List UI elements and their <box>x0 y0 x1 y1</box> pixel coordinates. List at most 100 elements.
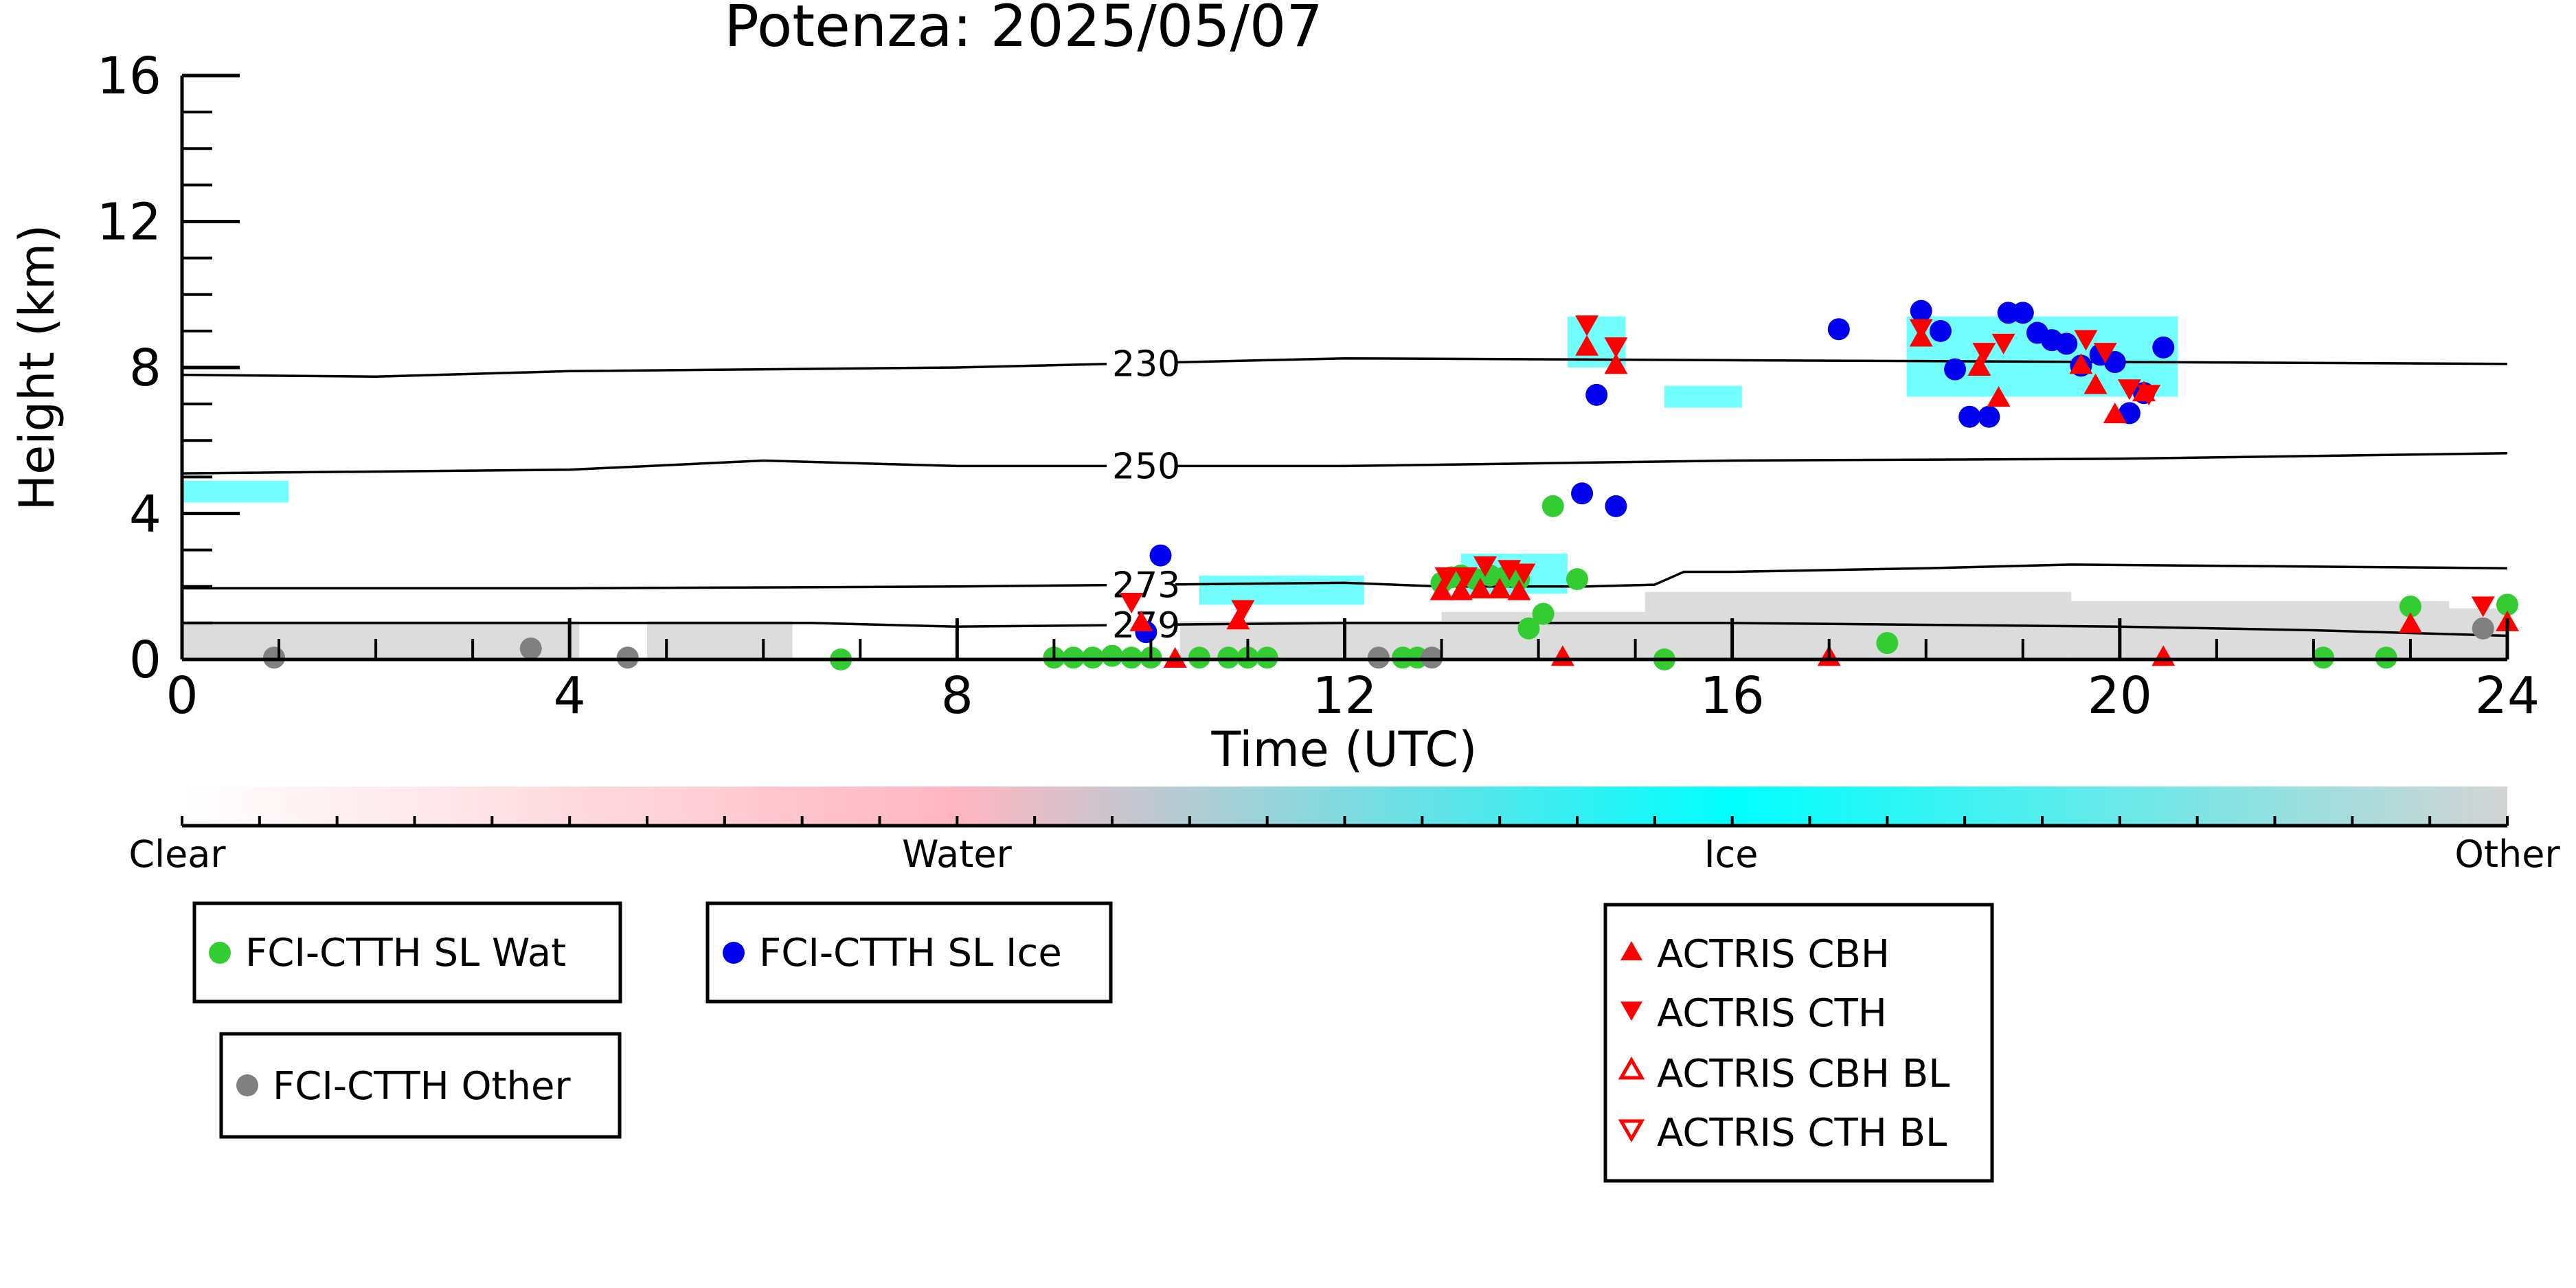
fci-ctth-other-point-5 <box>2472 617 2494 640</box>
actris-cth-point-3 <box>1454 567 1478 588</box>
fci-ctth-sl-ice-point-10 <box>1978 405 2000 428</box>
actris-cth-point-10 <box>1972 343 1996 364</box>
fci-ctth-sl-wat-point-20 <box>1517 617 1540 640</box>
actris-cth-point-6 <box>1512 563 1536 585</box>
actris-cth-point-0 <box>1120 593 1144 613</box>
legend-other-frame <box>219 1032 622 1139</box>
actris-cbh-point-10 <box>1604 353 1628 374</box>
fci-ctth-sl-wat-point-28 <box>2399 595 2421 618</box>
fci-ctth-sl-wat-point-27 <box>2375 646 2397 669</box>
fci-ctth-sl-wat-point-23 <box>1566 568 1588 591</box>
actris-cth-point-7 <box>1575 315 1599 337</box>
legend-ice-marker <box>723 942 745 964</box>
fci-ctth-sl-ice-point-15 <box>2055 332 2078 355</box>
legend-actris-cth-bl-label: ACTRIS CTH BL <box>1657 1111 1947 1155</box>
actris-cth-point-15 <box>2137 385 2161 406</box>
colorbar: Clear Water Ice Other <box>128 787 2560 876</box>
x-tick-label-16: 16 <box>1700 666 1765 725</box>
actris-cth-point-4 <box>1473 556 1498 577</box>
fci-ctth-sl-ice-point-18 <box>2103 351 2126 374</box>
fci-ctth-sl-wat-point-7 <box>1188 646 1210 669</box>
x-tick-label-4: 4 <box>554 666 586 725</box>
legend-actris-cbh-marker <box>1620 941 1642 960</box>
actris-cth-point-16 <box>2471 596 2495 618</box>
cloud-field-block-1 <box>647 621 793 659</box>
ice-patch-2 <box>1664 385 1742 408</box>
actris-cbh-point-5 <box>1468 578 1492 599</box>
actris-cbh-point-17 <box>2103 403 2127 424</box>
y-tick-label-12: 12 <box>97 193 161 252</box>
colorbar-label-ice: Ice <box>1704 833 1759 876</box>
legend-other: FCI-CTTH Other <box>219 1032 622 1139</box>
legend-actris-cbh-bl-marker <box>1618 1056 1645 1080</box>
fci-ctth-sl-ice-point-21 <box>2152 336 2175 359</box>
ice-patch-4 <box>1199 575 1364 605</box>
contour-label-230: 230 <box>1112 344 1180 385</box>
contour-line-273 <box>182 563 2507 590</box>
legend-wat-label: FCI-CTTH SL Wat <box>245 931 566 975</box>
contour-line-250 <box>182 452 2507 475</box>
legend-actris-cth-label: ACTRIS CTH <box>1657 991 1887 1036</box>
fci-ctth-sl-ice-point-2 <box>1571 482 1594 505</box>
contour-label-bg-230 <box>1107 344 1175 382</box>
fci-ctth-sl-ice-point-4 <box>1605 495 1627 517</box>
actris-cbh-point-2 <box>1226 609 1250 630</box>
fci-ctth-sl-ice-point-9 <box>1958 405 1981 428</box>
legend-actris-cbh-label: ACTRIS CBH <box>1657 932 1890 977</box>
y-tick-label-0: 0 <box>129 631 161 690</box>
fci-ctth-sl-wat-point-2 <box>1062 646 1085 669</box>
cloud-field-block-0 <box>182 621 580 659</box>
ice-patch-0 <box>182 480 289 503</box>
legend-actris-cth-bl-marker <box>1618 1119 1645 1143</box>
legend-other-marker <box>236 1074 258 1096</box>
actris-cth-point-8 <box>1604 337 1628 359</box>
x-axis-label: Time (UTC) <box>1211 721 1478 778</box>
contour-line-279 <box>182 622 2507 637</box>
colorbar-ticks <box>181 816 2509 826</box>
contour-label-273: 273 <box>1112 565 1180 607</box>
fci-ctth-sl-wat-point-8 <box>1217 646 1240 669</box>
legend-ice-label: FCI-CTTH SL Ice <box>759 931 1062 975</box>
fci-ctth-sl-wat-point-3 <box>1081 646 1104 669</box>
x-tick-label-12: 12 <box>1312 666 1377 725</box>
fci-ctth-sl-ice-point-1 <box>1149 544 1172 567</box>
actris-cth-point-11 <box>1991 333 2015 354</box>
fci-ctth-other-point-0 <box>262 646 285 669</box>
actris-cbh-point-15 <box>2069 353 2093 374</box>
actris-cbh-point-20 <box>2398 612 2422 633</box>
actris-cbh-point-0 <box>1129 610 1153 631</box>
actris-cbh-point-1 <box>1163 647 1187 668</box>
fci-ctth-sl-wat-point-22 <box>1541 495 1564 517</box>
fci-ctth-sl-ice-point-12 <box>2011 302 2034 324</box>
legend-ice-frame <box>705 901 1113 1004</box>
fci-ctth-sl-ice-point-5 <box>1827 318 1850 341</box>
actris-cbh-point-4 <box>1449 579 1473 600</box>
fci-ctth-sl-wat-point-21 <box>1532 602 1555 625</box>
fci-ctth-sl-ice-point-6 <box>1910 300 1932 322</box>
axes: 0 4 8 12 16 0 4 8 12 16 20 24 <box>97 47 2540 725</box>
actris-cbh-point-6 <box>1488 578 1512 599</box>
fci-ctth-sl-ice-point-7 <box>1929 319 1952 342</box>
legend-actris-cth-marker <box>1620 1002 1642 1021</box>
fci-ctth-sl-wat-point-26 <box>2312 646 2335 669</box>
colorbar-label-clear: Clear <box>128 833 226 876</box>
legend-actris-frame <box>1603 903 1994 1183</box>
actris-cbh-point-7 <box>1507 579 1531 600</box>
x-tick-label-20: 20 <box>2088 666 2152 725</box>
fci-ctth-sl-wat-point-4 <box>1101 644 1123 667</box>
actris-cth-point-13 <box>2093 343 2117 364</box>
fci-ctth-sl-ice-point-3 <box>1585 383 1608 406</box>
actris-cbh-point-9 <box>1575 335 1599 356</box>
actris-cth-point-9 <box>1909 319 1933 340</box>
fci-ctth-sl-wat-point-25 <box>1876 632 1899 655</box>
actris-cbh-point-14 <box>1987 386 2011 407</box>
y-tick-label-16: 16 <box>97 47 161 106</box>
x-tick-label-8: 8 <box>941 666 973 725</box>
legend-ice: FCI-CTTH SL Ice <box>705 901 1113 1004</box>
x-tick-label-0: 0 <box>166 666 198 725</box>
data-markers <box>262 300 2519 670</box>
y-axis-label: Height (km) <box>9 225 65 511</box>
colorbar-label-other: Other <box>2454 833 2560 876</box>
actris-cth-point-2 <box>1434 567 1458 588</box>
